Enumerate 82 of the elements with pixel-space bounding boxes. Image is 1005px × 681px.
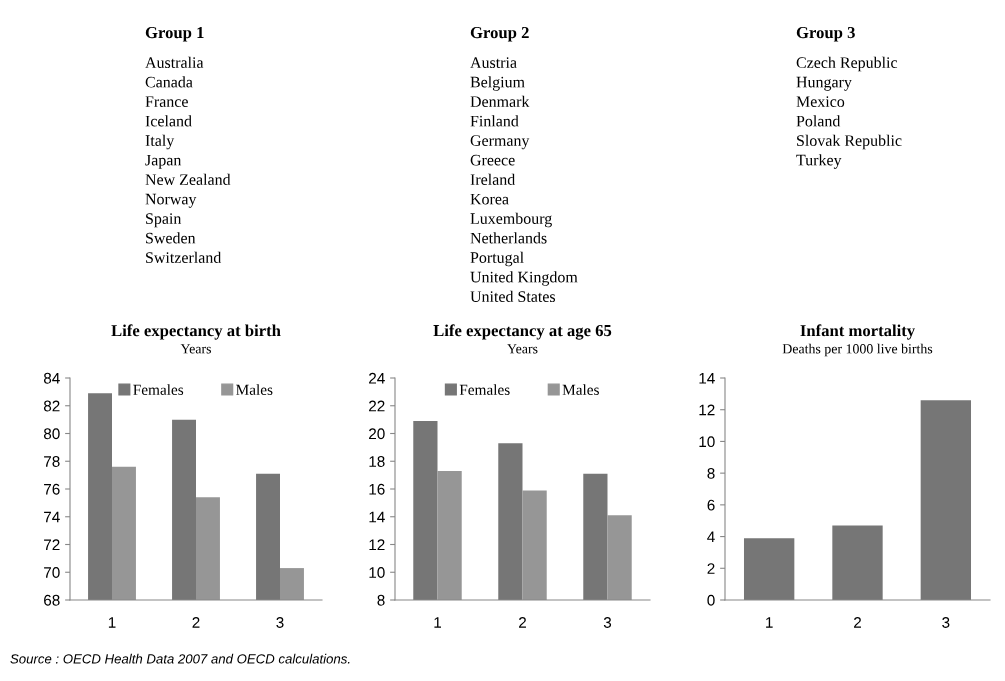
y-tick-label: 2 <box>707 563 715 574</box>
y-tick-label: 14 <box>369 511 385 523</box>
text: Belgium <box>470 76 525 91</box>
y-tick-label: 20 <box>369 428 385 440</box>
chart-title: Infant mortality <box>800 324 915 340</box>
y-tick-label: 4 <box>707 531 715 543</box>
y-tick-label: 12 <box>699 404 715 416</box>
y-tick-label: 22 <box>369 400 385 412</box>
y-tick-label: 8 <box>707 468 715 479</box>
bar <box>920 400 972 600</box>
text: Hungary <box>796 76 852 91</box>
y-tick-label: 68 <box>44 594 60 606</box>
text: Czech Republic <box>796 56 898 72</box>
y-tick-label: 0 <box>707 594 715 606</box>
y-tick-label: 84 <box>43 372 60 384</box>
text: Korea <box>470 193 509 205</box>
text: France <box>145 96 188 107</box>
text: Luxembourg <box>470 212 552 228</box>
y-tick-label: 6 <box>707 499 715 511</box>
text: Poland <box>796 115 841 127</box>
bar <box>743 538 795 600</box>
text: Finland <box>470 115 519 127</box>
text: Germany <box>470 135 530 150</box>
x-tick-label: 2 <box>854 617 861 628</box>
text: Iceland <box>145 115 192 127</box>
text: Italy <box>145 134 175 150</box>
y-tick-label: 10 <box>369 567 385 578</box>
chart-subtitle: Years <box>507 344 538 354</box>
x-tick-label: 1 <box>766 617 773 628</box>
bar <box>832 525 883 600</box>
chart-subtitle: Years <box>180 344 211 354</box>
y-tick-label: 74 <box>44 511 60 523</box>
x-tick-label: 3 <box>942 617 950 628</box>
y-tick-label: 8 <box>377 594 385 606</box>
text: United Kingdom <box>470 271 578 286</box>
text: Group 1 <box>145 26 204 42</box>
y-tick-label: 80 <box>43 428 60 440</box>
text: Denmark <box>470 95 530 107</box>
y-tick-label: 76 <box>44 483 60 495</box>
text: Turkey <box>796 154 842 169</box>
text: Netherlands <box>470 232 547 244</box>
text: New Zealand <box>145 173 231 185</box>
y-tick-label: 72 <box>44 539 60 551</box>
text: Sweden <box>146 232 196 244</box>
x-tick-label: 1 <box>434 617 441 628</box>
x-tick-label: 1 <box>108 617 116 628</box>
text: Slovak Republic <box>797 134 902 150</box>
text: Ireland <box>470 173 516 185</box>
text: Portugal <box>470 251 524 267</box>
legend-label: Females <box>133 384 184 395</box>
x-tick-label: 2 <box>192 617 200 628</box>
legend-label: Males <box>236 384 273 395</box>
text: Greece <box>470 154 515 166</box>
legend-label: Males <box>562 384 599 395</box>
chart-title: Life expectancy at age 65 <box>433 324 612 340</box>
y-tick-label: 82 <box>43 400 60 412</box>
x-tick-label: 3 <box>276 617 284 628</box>
y-tick-label: 70 <box>44 567 60 578</box>
y-tick-label: 18 <box>369 456 385 467</box>
y-tick-label: 78 <box>44 456 60 467</box>
text: Switzerland <box>146 251 222 263</box>
legend-label: Females <box>459 384 510 395</box>
text: Mexico <box>796 96 845 107</box>
y-tick-label: 16 <box>369 483 385 495</box>
y-tick-label: 10 <box>699 436 715 448</box>
chart-title: Life expectancy at birth <box>111 324 281 340</box>
y-tick-label: 24 <box>369 372 385 384</box>
chart-subtitle: Deaths per 1000 live births <box>782 343 933 357</box>
text: Japan <box>145 154 182 169</box>
x-tick-label: 3 <box>603 617 612 628</box>
text: Australia <box>145 56 204 68</box>
text: Spain <box>146 213 182 228</box>
text: Group 3 <box>796 26 855 42</box>
text: Norway <box>145 193 197 208</box>
text: Canada <box>145 76 193 88</box>
y-tick-label: 12 <box>369 539 385 551</box>
text: United States <box>470 290 556 302</box>
text: Group 2 <box>470 26 529 42</box>
text: Austria <box>470 57 517 68</box>
x-tick-label: 2 <box>519 617 526 628</box>
source-note: Source : OECD Health Data 2007 and OECD calculations. <box>10 653 350 664</box>
y-tick-label: 14 <box>699 373 715 384</box>
